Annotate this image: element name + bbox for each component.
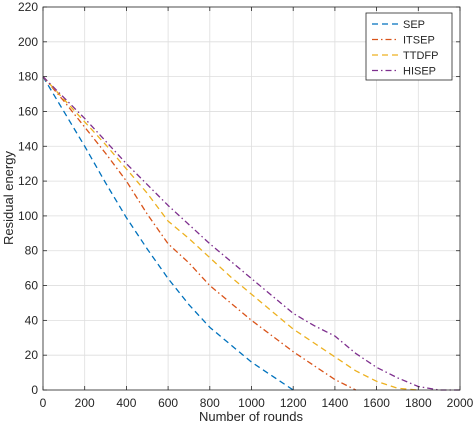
y-tick-label: 100 — [18, 209, 38, 223]
x-tick-label: 2000 — [447, 396, 474, 410]
y-tick-label: 180 — [18, 70, 38, 84]
x-tick-label: 800 — [200, 396, 220, 410]
axis-ticks — [42, 6, 461, 391]
x-tick-label: 400 — [116, 396, 136, 410]
y-tick-label: 140 — [18, 139, 38, 153]
series-line-hisep — [42, 76, 460, 391]
legend-label-sep: SEP — [403, 19, 425, 31]
x-tick-label: 1800 — [405, 396, 432, 410]
y-tick-label: 200 — [18, 35, 38, 49]
y-tick-label: 220 — [18, 0, 38, 14]
y-tick-label: 0 — [31, 383, 38, 397]
x-axis-label: Number of rounds — [199, 409, 304, 424]
y-tick-label: 80 — [25, 244, 39, 258]
x-tick-label: 1400 — [322, 396, 349, 410]
y-tick-label: 20 — [25, 348, 39, 362]
x-tick-label: 0 — [40, 396, 47, 410]
x-tick-labels: 0 200 400 600 800 1000 1200 1400 1600 1800 2000 — [40, 396, 474, 410]
legend-box — [365, 12, 453, 81]
x-tick-label: 200 — [75, 396, 95, 410]
series-line-itsep — [42, 76, 357, 391]
x-tick-label: 600 — [158, 396, 178, 410]
x-tick-label: 1600 — [363, 396, 390, 410]
legend-label-ttdfp: TTDFP — [403, 50, 438, 62]
legend: SEP ITSEP TTDFP HISEP — [365, 12, 453, 81]
y-tick-label: 120 — [18, 174, 38, 188]
legend-label-hisep: HISEP — [403, 66, 436, 78]
series-lines — [42, 76, 460, 391]
legend-label-itsep: ITSEP — [403, 35, 435, 47]
y-tick-label: 160 — [18, 104, 38, 118]
x-tick-label: 1200 — [280, 396, 307, 410]
y-tick-label: 60 — [25, 279, 39, 293]
y-tick-labels: 0 20 40 60 80 100 120 140 160 180 200 220 — [18, 0, 38, 397]
series-line-ttdfp — [42, 76, 419, 391]
x-tick-label: 1000 — [238, 396, 265, 410]
y-tick-label: 40 — [25, 313, 39, 327]
series-line-sep — [42, 76, 294, 391]
y-axis-label: Residual energy — [1, 151, 16, 245]
